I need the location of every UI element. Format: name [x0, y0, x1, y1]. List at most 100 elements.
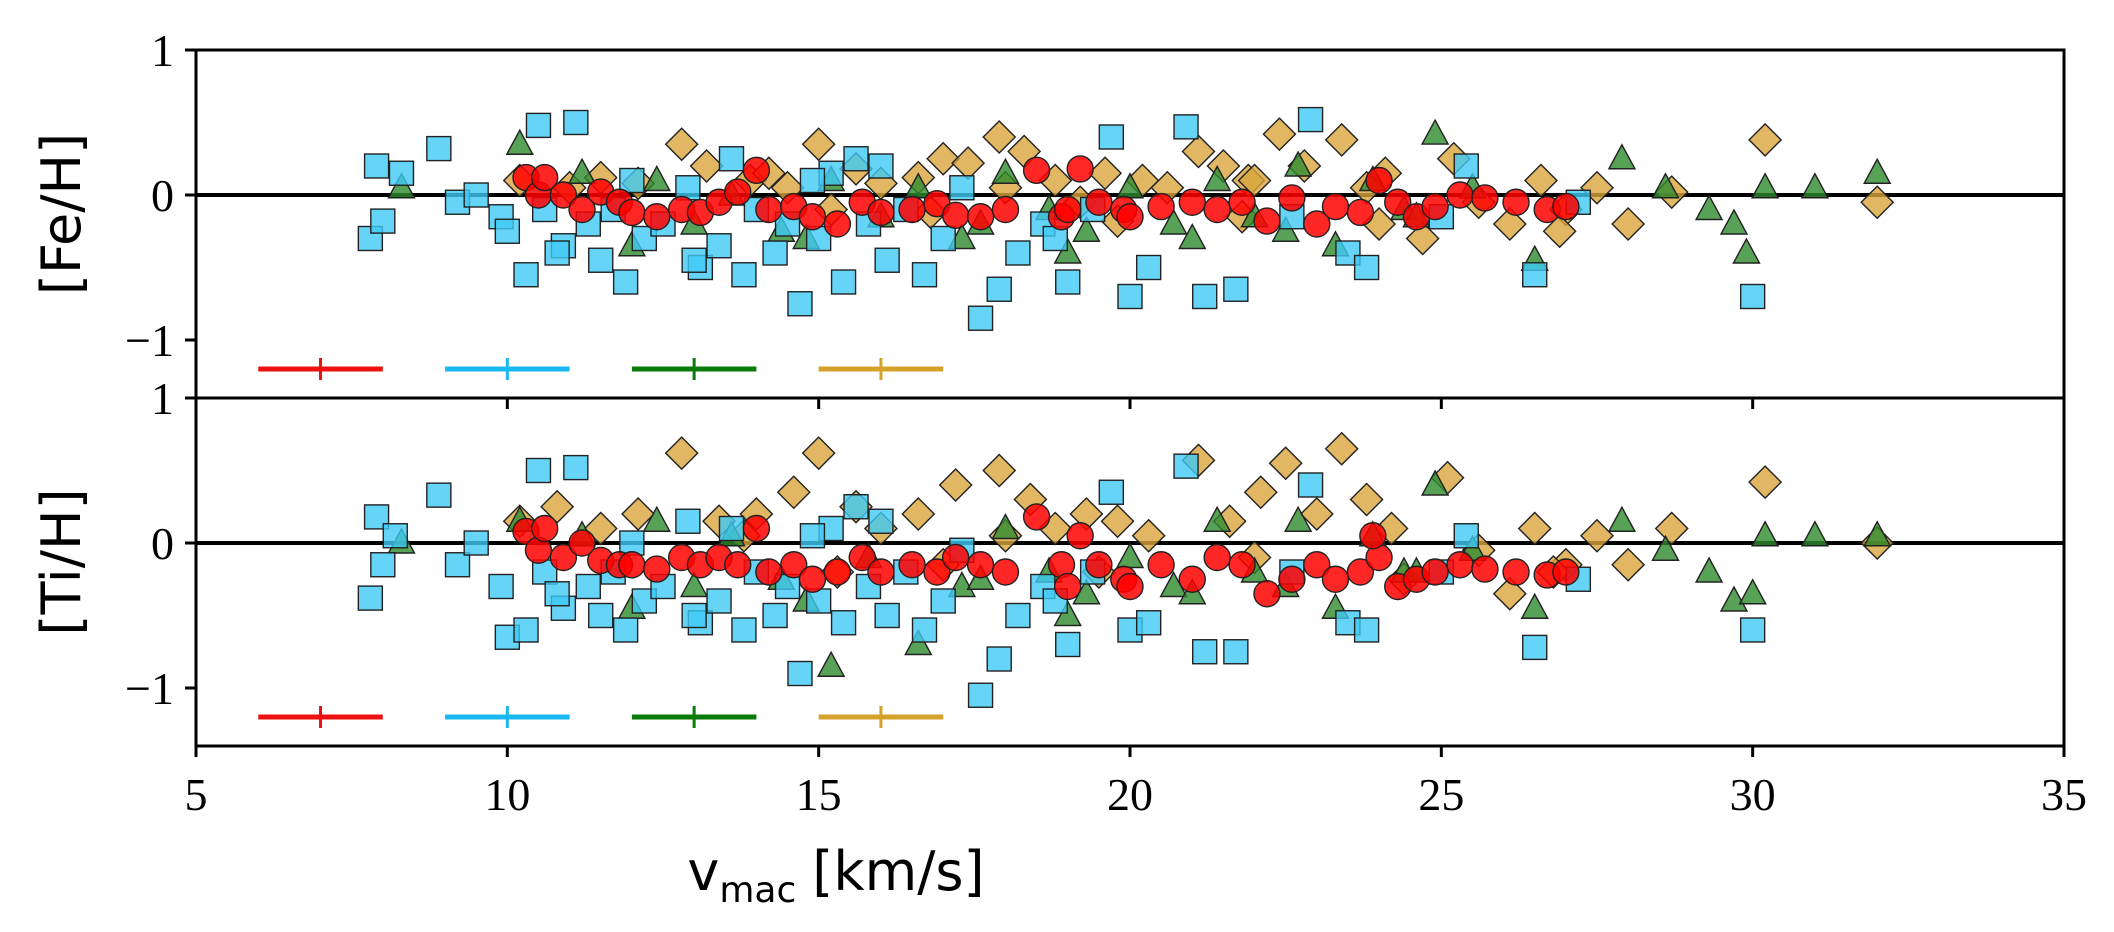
data-point-square: [830, 269, 857, 295]
data-point-triangle: [1202, 165, 1232, 192]
y-tick-label: −1: [125, 315, 174, 366]
data-point-triangle: [1283, 150, 1313, 177]
data-point-diamond: [926, 141, 961, 176]
data-point-triangle: [991, 513, 1020, 540]
data-point-diamond: [664, 436, 699, 471]
data-point-diamond: [982, 120, 1017, 154]
y-axis-label-fe: [Fe/H]: [30, 133, 93, 295]
data-point-triangle: [679, 571, 709, 598]
data-point-square: [843, 146, 869, 172]
data-point-triangle: [1607, 505, 1637, 532]
data-point-square: [967, 682, 994, 708]
data-point-triangle: [1283, 505, 1313, 532]
data-point-diamond: [776, 475, 811, 510]
data-point-diamond: [1860, 185, 1895, 220]
data-point-square: [1055, 631, 1081, 658]
data-point-square: [1297, 106, 1324, 133]
data-point-square: [513, 617, 539, 643]
data-point-diamond: [1523, 163, 1558, 198]
data-point-square: [1098, 479, 1125, 505]
data-point-diamond: [1580, 518, 1614, 553]
data-point-square: [1192, 283, 1218, 310]
data-point-square: [1223, 639, 1249, 665]
data-point-square: [986, 276, 1012, 302]
data-point-circle: [1471, 555, 1499, 583]
data-point-square: [370, 208, 396, 234]
data-point-diamond: [689, 149, 724, 183]
data-point-square: [588, 247, 614, 273]
data-point-square: [874, 602, 900, 629]
data-point-square: [525, 112, 552, 139]
y-tick-label: −1: [125, 663, 174, 714]
data-point-triangle: [1863, 157, 1892, 184]
data-point-circle: [1278, 565, 1306, 593]
data-point-triangle: [1694, 194, 1724, 221]
data-point-triangle: [1420, 469, 1450, 496]
data-point-triangle: [1738, 578, 1767, 605]
data-point-circle: [742, 514, 771, 543]
data-point-square: [513, 262, 539, 288]
data-point-square: [1353, 617, 1380, 643]
data-point-diamond: [1542, 214, 1577, 249]
y-tick-label: 0: [151, 518, 174, 569]
data-point-circle: [1054, 572, 1082, 601]
data-point-circle: [1446, 551, 1474, 579]
data-point-diamond: [901, 497, 936, 531]
data-point-triangle: [1607, 143, 1637, 170]
data-point-diamond: [664, 127, 699, 162]
data-point-square: [868, 508, 894, 534]
data-point-square: [1135, 610, 1162, 636]
data-point-circle: [1321, 192, 1350, 221]
data-point-circle: [549, 543, 578, 572]
data-point-square: [1117, 283, 1143, 310]
data-point-circle: [898, 551, 926, 579]
data-point-circle: [1228, 551, 1256, 579]
data-point-circle: [898, 195, 926, 224]
data-point-circle: [1253, 580, 1281, 608]
data-point-square: [388, 160, 415, 186]
data-point-triangle: [1651, 172, 1680, 199]
data-point-circle: [1502, 188, 1530, 216]
data-point-square: [1135, 254, 1162, 281]
data-point-diamond: [1349, 482, 1384, 517]
data-point-circle: [1446, 181, 1474, 209]
data-point-diamond: [621, 497, 656, 531]
data-point-square: [718, 515, 745, 542]
data-point-square: [1192, 639, 1218, 665]
data-point-triangle: [1719, 208, 1749, 235]
data-point-circle: [1278, 184, 1306, 212]
error-bar-green: [631, 358, 757, 380]
data-point-square: [799, 167, 826, 194]
data-point-circle: [1147, 551, 1175, 579]
data-point-square: [1335, 240, 1361, 266]
data-point-square: [1297, 472, 1324, 498]
data-point-circle: [1228, 188, 1256, 216]
data-point-circle: [823, 558, 852, 586]
data-point-circle: [530, 514, 559, 543]
data-point-square: [612, 617, 639, 643]
series-red-circle: [512, 503, 1580, 608]
data-point-circle: [941, 201, 970, 230]
data-point-square: [563, 109, 589, 136]
data-point-circle: [1321, 565, 1350, 593]
data-point-diamond: [1088, 156, 1123, 191]
data-point-triangle: [1202, 505, 1232, 532]
data-point-square: [357, 585, 384, 611]
data-point-circle: [823, 210, 852, 238]
data-point-triangle: [816, 650, 846, 677]
data-point-circle: [755, 558, 783, 586]
data-point-triangle: [1178, 223, 1207, 250]
y-tick-label: 1: [151, 373, 174, 424]
x-tick-label: 10: [484, 769, 530, 820]
error-bar-green: [631, 706, 757, 728]
data-point-circle: [1022, 503, 1051, 531]
data-point-circle: [1085, 188, 1113, 216]
data-point-diamond: [1299, 497, 1334, 531]
data-point-square: [463, 182, 489, 208]
data-point-diamond: [1748, 465, 1783, 500]
data-point-circle: [966, 203, 995, 231]
x-axis-label-subscript: mac: [719, 870, 796, 911]
x-axis-tick-labels: 5 10 15 20 25 30 35: [185, 769, 2088, 820]
data-point-circle: [1147, 192, 1175, 221]
